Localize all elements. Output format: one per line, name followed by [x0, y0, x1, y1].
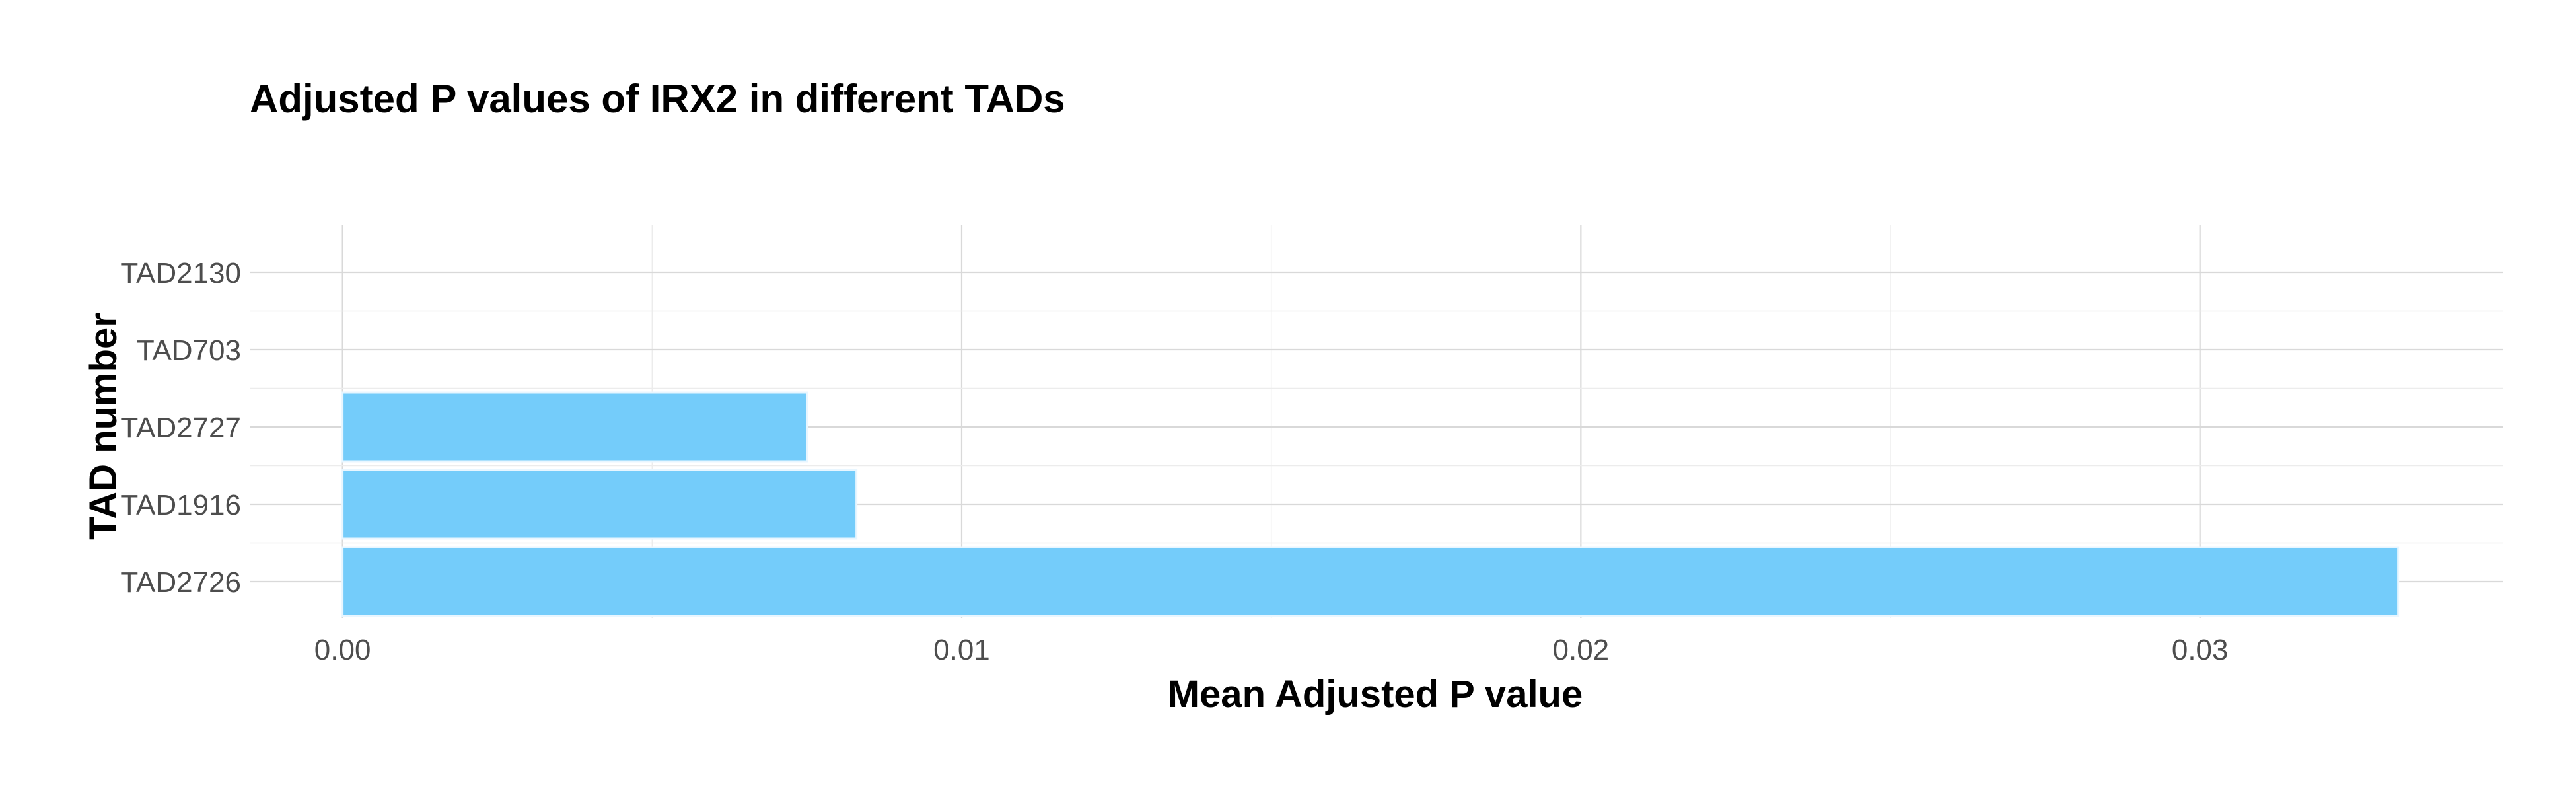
- chart-title: Adjusted P values of IRX2 in different T…: [250, 77, 1065, 121]
- x-tick-label: 0.02: [1553, 634, 1610, 666]
- y-tick-label: TAD1916: [120, 489, 241, 521]
- bars: [341, 391, 2400, 617]
- x-tick-label: 0.01: [933, 634, 990, 666]
- bar-tad2726: [341, 546, 2400, 617]
- y-tick-label: TAD2726: [120, 566, 241, 599]
- y-tick-label: TAD2727: [120, 412, 241, 444]
- y-tick-label: TAD2130: [120, 257, 241, 289]
- y-axis-ticks: TAD2726 TAD1916 TAD2727 TAD703 TAD2130: [120, 257, 241, 599]
- bar-tad2727: [341, 391, 808, 463]
- y-tick-label: TAD703: [137, 334, 241, 367]
- x-axis-title: Mean Adjusted P value: [1168, 673, 1583, 716]
- y-axis-title: TAD number: [82, 313, 125, 540]
- x-tick-label: 0.00: [314, 634, 371, 666]
- bar-tad1916: [341, 469, 858, 540]
- x-axis-ticks: 0.00 0.01 0.02 0.03: [314, 634, 2229, 666]
- x-tick-label: 0.03: [2172, 634, 2229, 666]
